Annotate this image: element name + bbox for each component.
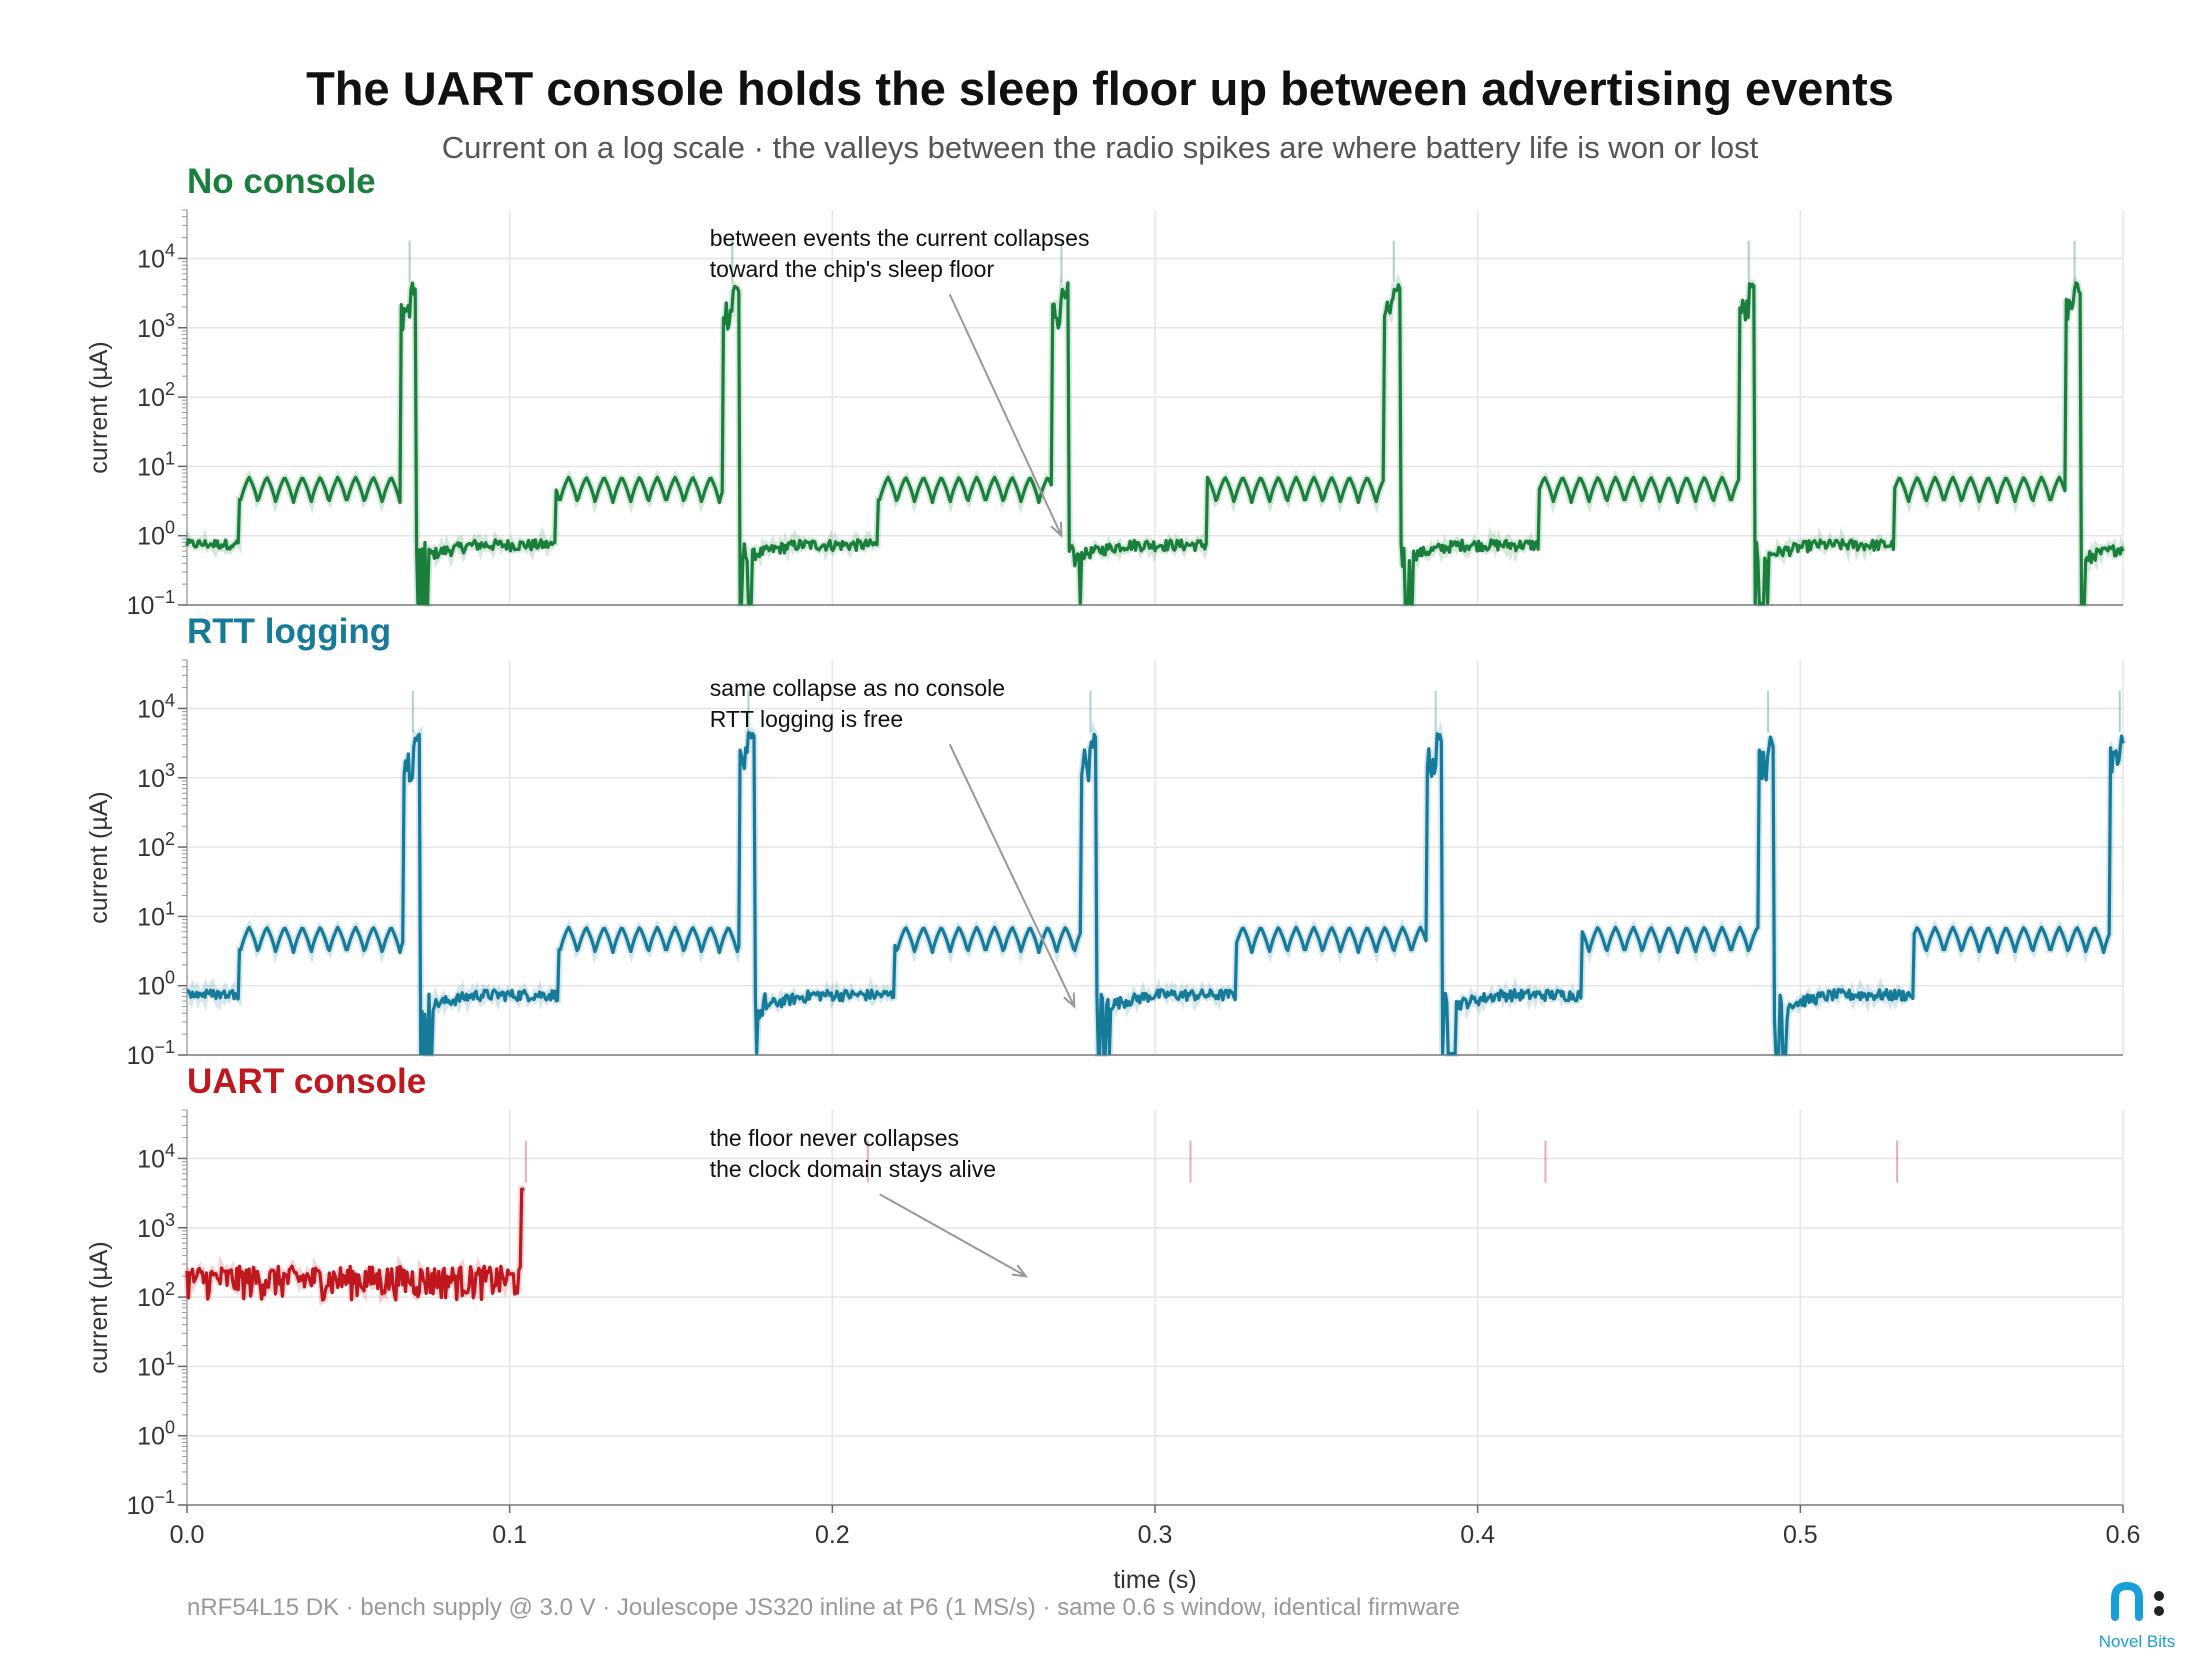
annotation-text: same collapse as no console xyxy=(710,675,1005,701)
panel-title: UART console xyxy=(187,1062,426,1101)
annotation-arrow xyxy=(879,1193,1027,1278)
series-line-rtt xyxy=(186,731,2125,1056)
y-tick-exponent: 1 xyxy=(165,898,175,918)
y-tick-label: 104 xyxy=(137,1140,175,1173)
y-tick-label: 100 xyxy=(137,1418,175,1451)
y-tick-label: 101 xyxy=(137,898,175,931)
annotation-text: the clock domain stays alive xyxy=(710,1156,996,1182)
x-tick-label: 0.5 xyxy=(1783,1521,1818,1549)
logo-dot-top xyxy=(2154,1591,2164,1601)
y-tick-exponent: 4 xyxy=(165,240,175,260)
x-tick-label: 0.6 xyxy=(2106,1521,2141,1549)
y-tick-exponent: −1 xyxy=(154,1037,175,1057)
novel-bits-logo-icon: Novel Bits xyxy=(2099,1581,2176,1651)
panel-title: RTT logging xyxy=(187,612,391,651)
y-axis-label: current (µA) xyxy=(85,791,113,923)
y-tick-label: 100 xyxy=(137,968,175,1001)
y-tick-exponent: 0 xyxy=(165,1418,175,1438)
annotation-arrow xyxy=(948,293,1063,537)
footer-caption: nRF54L15 DK · bench supply @ 3.0 V · Jou… xyxy=(187,1594,1460,1621)
y-tick-exponent: −1 xyxy=(154,587,175,607)
y-tick-exponent: 4 xyxy=(165,690,175,710)
x-tick-label: 0.1 xyxy=(492,1521,527,1549)
y-tick-label: 101 xyxy=(137,448,175,481)
logo-n-shape xyxy=(2111,1581,2143,1621)
chart-subtitle: Current on a log scale · the valleys bet… xyxy=(442,130,1759,165)
annotation-text: between events the current collapses xyxy=(710,225,1090,251)
y-axis-label: current (µA) xyxy=(85,1241,113,1373)
series-line-uart xyxy=(185,1187,525,1302)
series-line-no_console xyxy=(185,281,2125,606)
x-tick-label: 0.0 xyxy=(170,1521,205,1549)
annotation-arrowhead xyxy=(1063,992,1076,1009)
y-tick-exponent: 3 xyxy=(165,760,175,780)
chart-title: The UART console holds the sleep floor u… xyxy=(306,62,1894,115)
y-axis-label: current (µA) xyxy=(85,341,113,473)
y-tick-label: 102 xyxy=(137,379,175,412)
y-tick-label: 104 xyxy=(137,240,175,273)
annotation-text: the floor never collapses xyxy=(710,1125,959,1151)
y-tick-exponent: 3 xyxy=(165,1210,175,1230)
y-tick-exponent: 3 xyxy=(165,310,175,330)
y-tick-label: 10−1 xyxy=(127,1037,175,1070)
y-tick-label: 103 xyxy=(137,310,175,343)
y-tick-exponent: −1 xyxy=(154,1487,175,1507)
logo-text: Novel Bits xyxy=(2099,1632,2176,1651)
annotation-arrowhead xyxy=(1050,521,1063,539)
y-tick-exponent: 2 xyxy=(165,379,175,399)
annotation-arrowhead xyxy=(1011,1264,1029,1278)
y-tick-label: 100 xyxy=(137,518,175,551)
y-tick-label: 103 xyxy=(137,1210,175,1243)
y-tick-label: 104 xyxy=(137,690,175,723)
annotation-text: toward the chip's sleep floor xyxy=(710,256,995,282)
x-axis-label: time (s) xyxy=(1113,1566,1196,1594)
y-tick-exponent: 0 xyxy=(165,968,175,988)
y-tick-label: 103 xyxy=(137,760,175,793)
y-tick-label: 102 xyxy=(137,1279,175,1312)
x-tick-label: 0.2 xyxy=(815,1521,850,1549)
panel-title: No console xyxy=(187,162,376,201)
y-tick-exponent: 0 xyxy=(165,518,175,538)
logo-dot-bottom xyxy=(2154,1606,2164,1616)
y-tick-exponent: 2 xyxy=(165,829,175,849)
y-tick-label: 102 xyxy=(137,829,175,862)
y-tick-label: 10−1 xyxy=(127,1487,175,1520)
y-tick-label: 10−1 xyxy=(127,587,175,620)
y-tick-exponent: 1 xyxy=(165,448,175,468)
x-tick-label: 0.3 xyxy=(1138,1521,1173,1549)
y-tick-exponent: 2 xyxy=(165,1279,175,1299)
y-tick-exponent: 4 xyxy=(165,1140,175,1160)
annotation-arrow xyxy=(948,743,1076,1007)
y-tick-label: 101 xyxy=(137,1348,175,1381)
y-tick-exponent: 1 xyxy=(165,1348,175,1368)
annotation-text: RTT logging is free xyxy=(710,706,903,732)
x-tick-label: 0.4 xyxy=(1460,1521,1495,1549)
